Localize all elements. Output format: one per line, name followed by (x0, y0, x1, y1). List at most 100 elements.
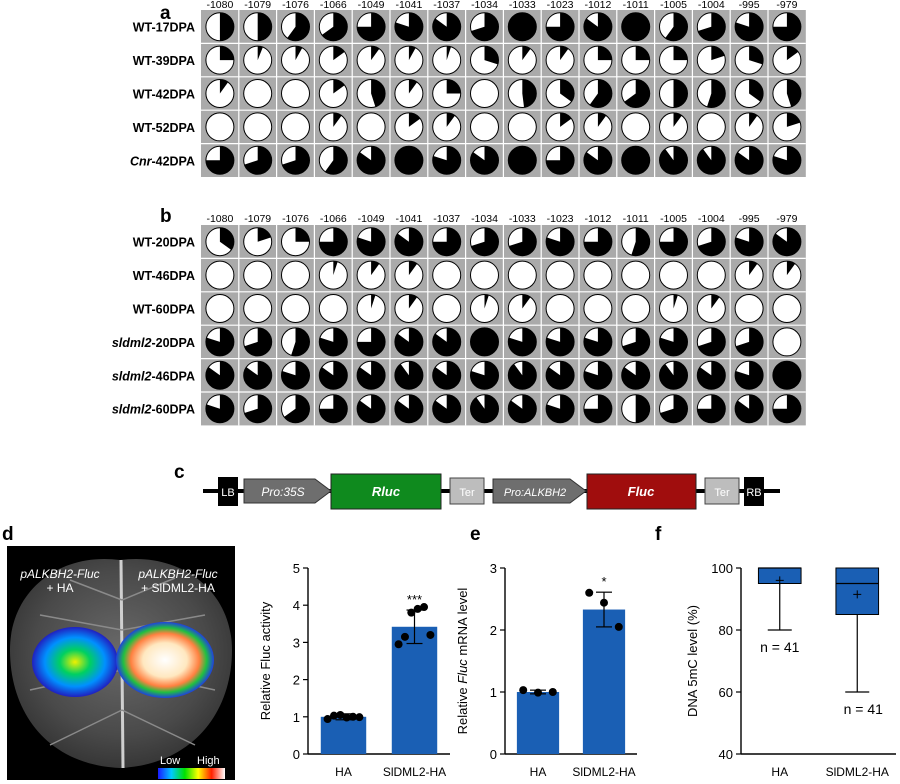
pie-methylated-slice (697, 327, 726, 356)
pie-background (243, 294, 273, 323)
pie-methylated-slice (697, 12, 726, 41)
x-tick-label: SlDML2-HA (572, 765, 635, 779)
pie-methylated-slice (522, 294, 531, 309)
position-label: -1080 (206, 0, 233, 11)
pie-methylated-slice (697, 146, 726, 175)
data-point (426, 630, 435, 639)
pie-background (696, 260, 726, 290)
pie-methylated-slice (321, 12, 348, 41)
pie-methylated-slice (432, 227, 461, 256)
pie-methylated-slice (660, 394, 688, 423)
pie-methylated-slice (786, 261, 796, 276)
fluc-gene-box (586, 473, 697, 510)
pie-methylated-slice (697, 227, 726, 256)
pie-background (205, 260, 235, 290)
promoter-35s-label: Pro:35S (261, 485, 304, 499)
position-label: -1023 (547, 0, 574, 11)
methylation-grid-a: -1080 -1079 -1076 -1066 -1049 -1041 -1037 -1034… (130, 0, 806, 177)
pie-methylated-slice (772, 12, 801, 41)
sample-label-suffix: -60DPA (151, 303, 195, 317)
x-tick-label: HA (530, 765, 547, 779)
pie-background (772, 294, 802, 323)
pie-methylated-slice (508, 394, 537, 423)
luminescence-spot-ha (32, 627, 118, 697)
position-label: -1011 (623, 0, 649, 11)
bar (582, 609, 626, 754)
pie-methylated-slice (583, 227, 612, 256)
sample-label-prefix: WT (133, 121, 153, 135)
sample-label: WT-46DPA (133, 269, 195, 283)
rluc-gene-box (330, 473, 442, 510)
y-axis-label: DNA 5mC level (%) (685, 605, 700, 717)
pie-methylated-slice (508, 361, 537, 390)
pie-methylated-slice (432, 361, 461, 390)
pie-methylated-slice (284, 394, 310, 423)
pie-methylated-slice (394, 394, 423, 423)
pie-methylated-slice (394, 361, 423, 390)
sample-label: WT-52DPA (133, 121, 195, 135)
pie-methylated-slice (508, 12, 537, 41)
pie-methylated-slice (244, 146, 272, 175)
position-label: -1066 (320, 213, 347, 225)
sample-label-prefix: WT (133, 21, 153, 35)
data-point (349, 712, 358, 721)
position-label: -1041 (395, 213, 422, 225)
pie-methylated-slice (371, 261, 380, 276)
data-point (614, 622, 623, 631)
sample-label: WT-60DPA (133, 303, 195, 317)
y-axis-label: Relative Fluc mRNA level (455, 588, 470, 735)
pie-background (281, 294, 310, 323)
pie-methylated-slice (319, 361, 348, 390)
pie-methylated-slice (394, 12, 423, 41)
terminator-2-label: Ter (714, 487, 730, 499)
pie-methylated-slice (394, 227, 423, 256)
data-point (600, 598, 608, 607)
data-point (394, 640, 403, 649)
panel-label-b: b (160, 206, 172, 227)
pie-background (772, 327, 802, 357)
y-tick-label: 80 (719, 623, 733, 638)
pie-methylated-slice (673, 46, 688, 61)
pie-methylated-slice (546, 146, 575, 175)
sample-label-prefix: WT (133, 269, 153, 283)
pie-methylated-slice (560, 79, 575, 102)
pie-methylated-slice (357, 361, 386, 390)
promoter-alkbh2-label: Pro:ALKBH2 (504, 487, 566, 499)
y-tick-label: 3 (490, 561, 497, 576)
position-label: -1037 (433, 0, 460, 11)
pie-methylated-slice (333, 261, 338, 276)
pie-methylated-slice (287, 12, 310, 41)
x-tick-label: SlDML2-HA (383, 765, 446, 779)
pie-methylated-slice (735, 12, 764, 41)
pie-methylated-slice (735, 327, 764, 356)
pie-methylated-slice (659, 361, 688, 390)
pie-methylated-slice (357, 12, 386, 41)
data-point (585, 588, 594, 597)
pie-methylated-slice (673, 112, 682, 127)
pie-methylated-slice (735, 227, 764, 256)
pie-methylated-slice (560, 112, 572, 127)
pie-methylated-slice (432, 12, 461, 41)
pie-methylated-slice (257, 12, 272, 41)
data-point (519, 686, 528, 695)
pie-background (470, 260, 499, 290)
position-label: -1005 (660, 0, 687, 11)
fluc-activity-bar-chart: 0 1 2 3 4 5 HA SlDML2-HA *** Relative Fluc activi… (258, 561, 450, 779)
mean-marker (775, 576, 784, 585)
pie-methylated-slice (394, 146, 423, 175)
position-label: -1033 (509, 0, 536, 11)
fluc-mrna-bar-chart: 0 1 2 3 HA SlDML2-HA * Relative Fluc mRNA level (455, 561, 637, 779)
sample-label: sldml2-20DPA (112, 336, 195, 350)
sample-label-prefix: WT (133, 236, 153, 250)
pie-methylated-slice (470, 361, 499, 390)
position-label: -995 (739, 0, 760, 11)
pie-methylated-slice (772, 394, 801, 423)
pie-methylated-slice (673, 79, 688, 108)
position-label: -1079 (244, 213, 271, 225)
pie-methylated-slice (295, 46, 303, 61)
pie-methylated-slice (408, 112, 421, 127)
x-tick-label: SlDML2-HA (826, 765, 889, 779)
pie-methylated-slice (295, 227, 310, 242)
panel-label-c: c (174, 462, 185, 483)
pie-methylated-slice (631, 227, 650, 256)
